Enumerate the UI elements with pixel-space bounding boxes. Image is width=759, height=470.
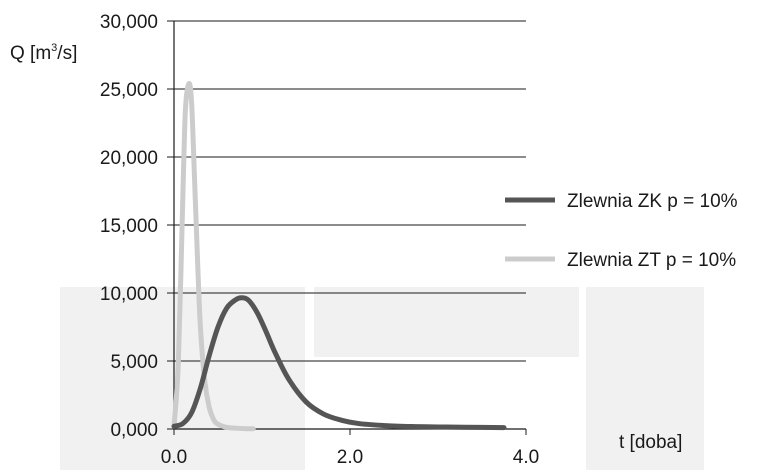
x-tick-label: 2.0 — [337, 447, 363, 468]
y-axis-label-prefix: Q [m — [10, 43, 51, 64]
y-tick-label: 20,000 — [100, 148, 158, 169]
x-tick-label: 0.0 — [161, 447, 187, 468]
y-tick-label: 15,000 — [100, 216, 158, 237]
y-tick-label: 30,000 — [100, 12, 158, 33]
series-line-zk — [171, 295, 507, 431]
y-tick-label: 0,000 — [110, 420, 158, 441]
legend-label: Zlewnia ZK p = 10% — [567, 191, 738, 212]
x-tick-label: 4.0 — [513, 447, 539, 468]
y-tick-label: 5,000 — [110, 352, 158, 373]
legend-label: Zlewnia ZT p = 10% — [567, 250, 736, 271]
x-tick-labels: 0.0 2.0 4.0 — [161, 429, 539, 468]
legend: Zlewnia ZK p = 10% Zlewnia ZT p = 10% — [505, 191, 738, 271]
grid — [174, 20, 526, 362]
series-layer — [171, 80, 507, 432]
y-axis-label-sup: 3 — [51, 42, 57, 54]
y-tick-label: 25,000 — [100, 80, 158, 101]
x-axis-label: t [doba] — [619, 432, 682, 453]
y-tick-labels: 0,000 5,000 10,000 15,000 20,000 25,000 30,000 — [100, 12, 174, 441]
watermark — [60, 287, 704, 470]
y-axis-label-suffix: /s] — [57, 43, 77, 64]
y-tick-label: 10,000 — [100, 284, 158, 305]
y-axis-label: Q [m3/s] — [10, 42, 77, 64]
series-line-zt — [171, 80, 256, 432]
